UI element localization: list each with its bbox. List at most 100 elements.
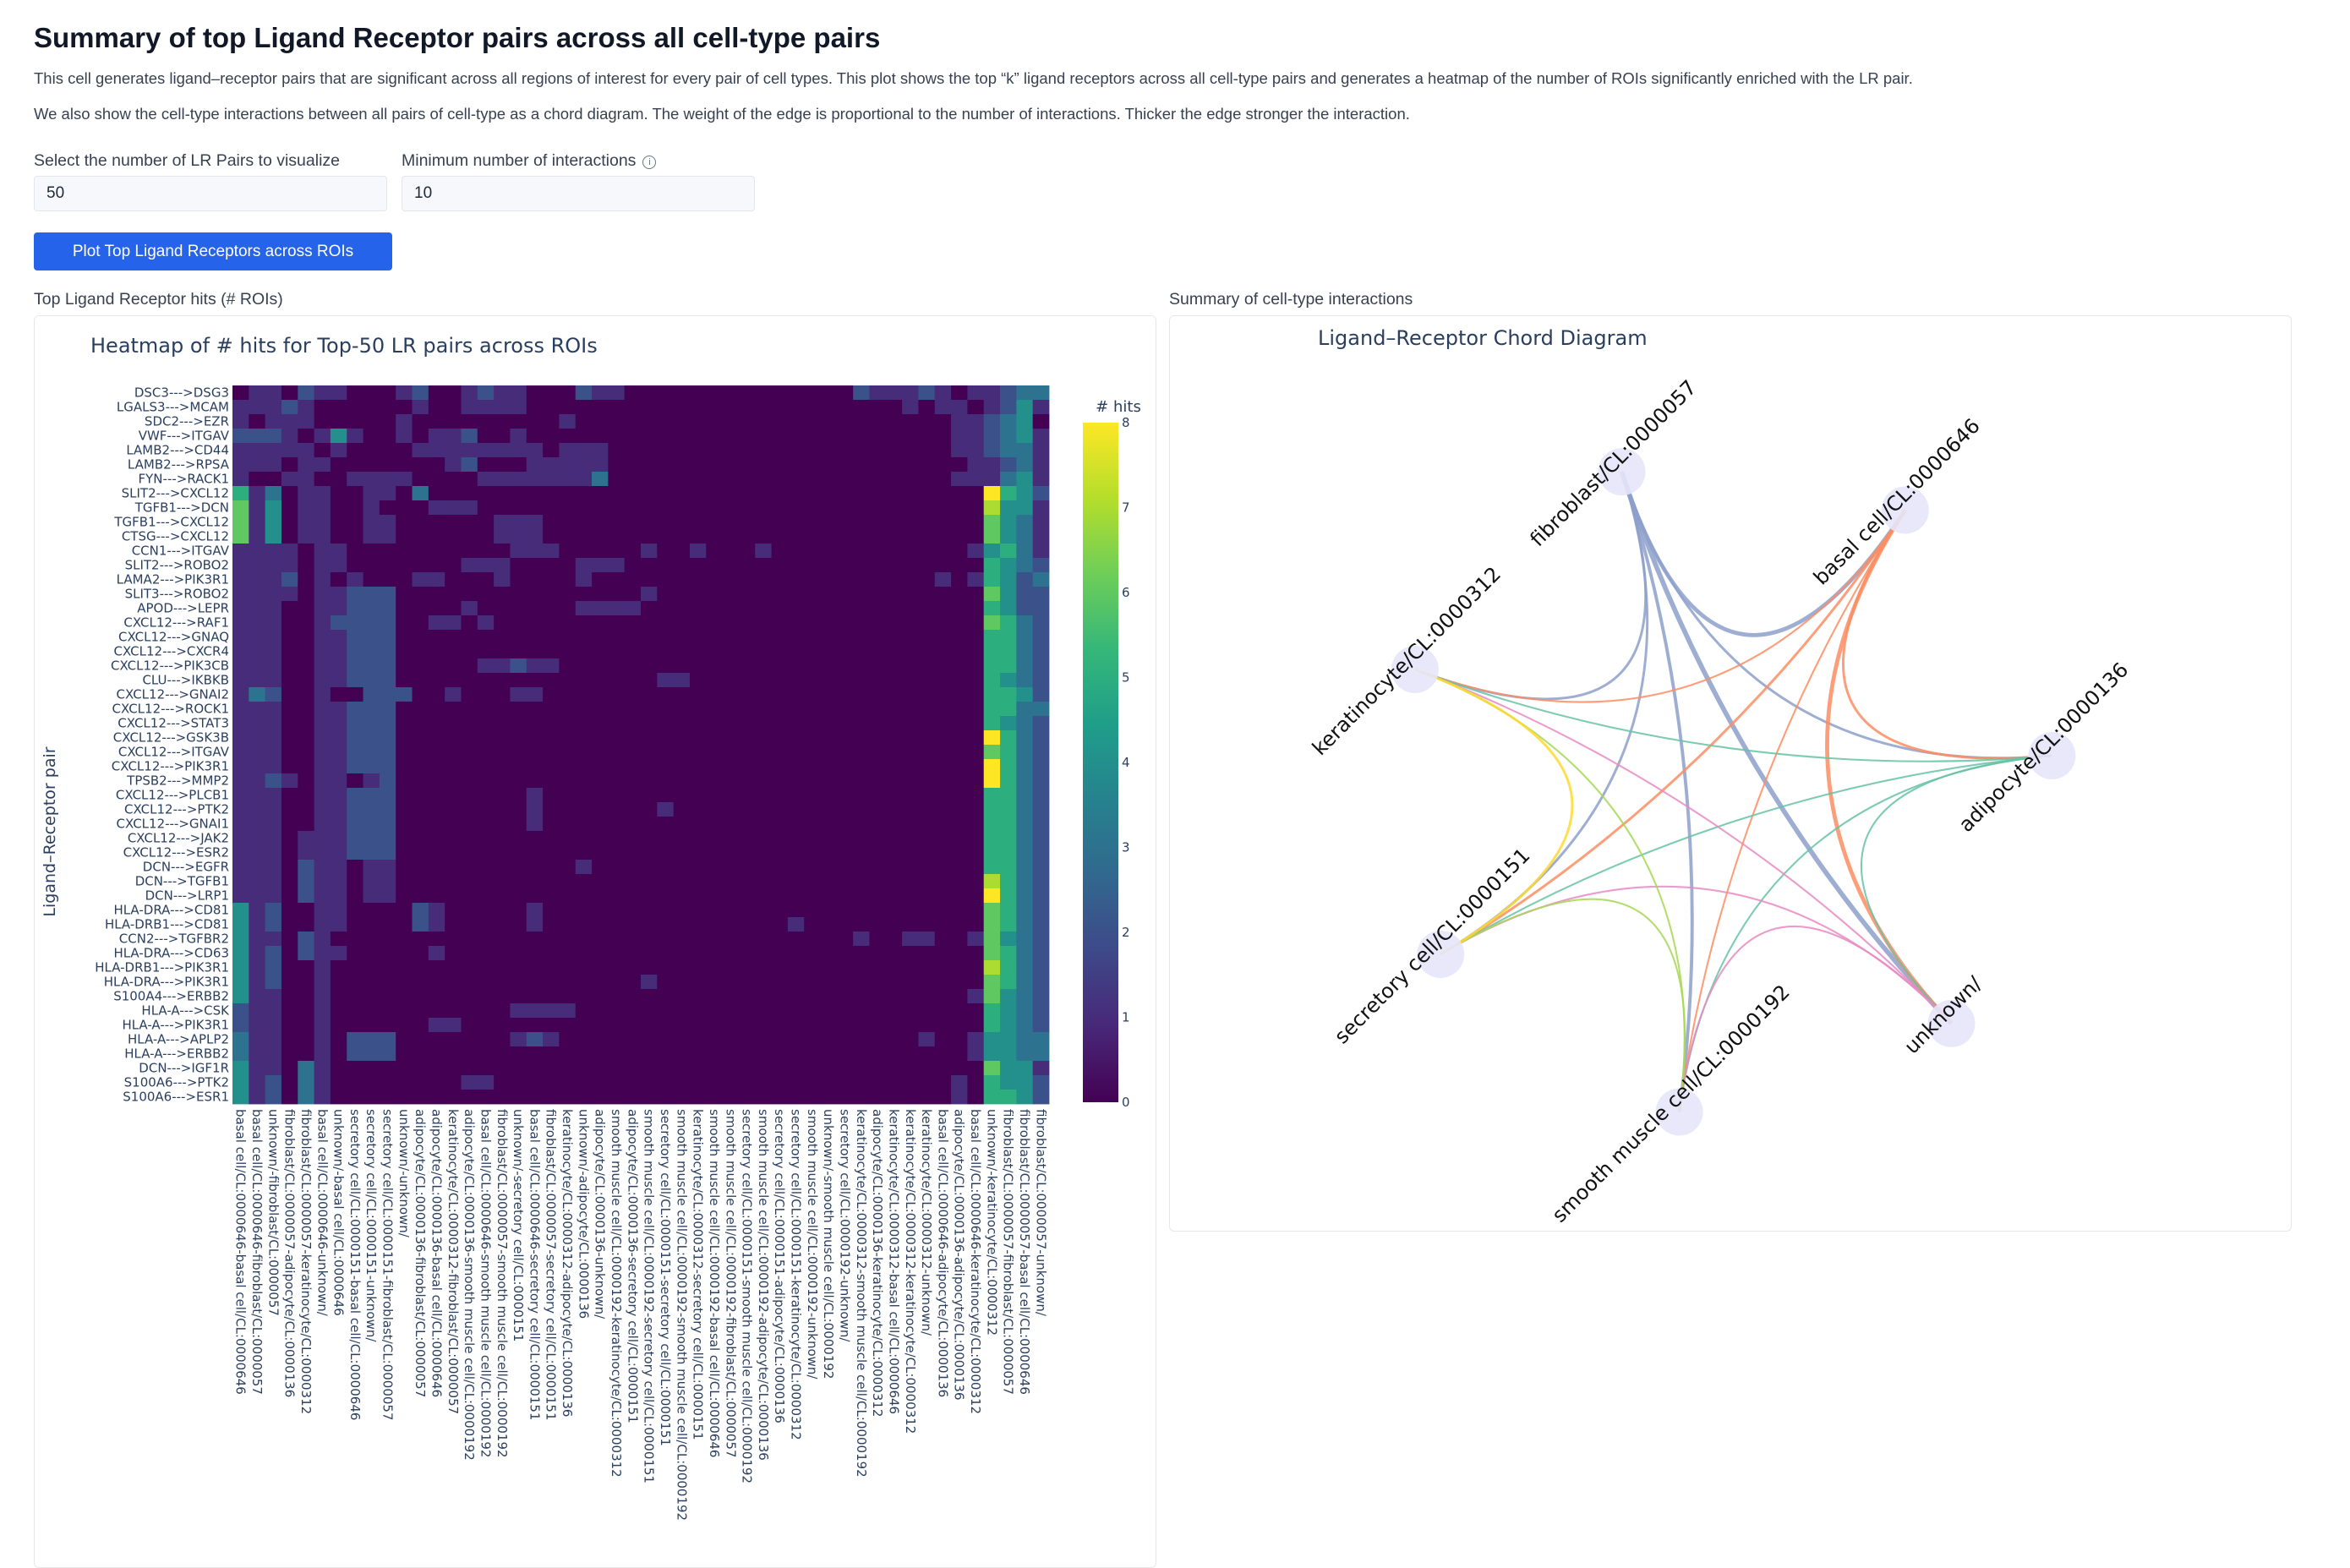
heatmap-cell[interactable] <box>820 1046 838 1062</box>
heatmap-cell[interactable] <box>689 457 707 473</box>
heatmap-cell[interactable] <box>918 414 936 429</box>
heatmap-cell[interactable] <box>575 400 593 415</box>
heatmap-cell[interactable] <box>722 831 740 846</box>
heatmap-cell[interactable] <box>575 385 593 401</box>
heatmap-cell[interactable] <box>951 1032 968 1047</box>
heatmap-cell[interactable] <box>1032 630 1050 645</box>
heatmap-cell[interactable] <box>983 903 1001 918</box>
chord-edge[interactable] <box>1440 885 1953 1024</box>
heatmap-cell[interactable] <box>347 1018 363 1033</box>
heatmap-cell[interactable] <box>412 960 429 975</box>
heatmap-cell[interactable] <box>951 773 968 789</box>
heatmap-cell[interactable] <box>428 1018 445 1033</box>
heatmap-cell[interactable] <box>445 1061 462 1076</box>
heatmap-cell[interactable] <box>412 630 429 645</box>
heatmap-cell[interactable] <box>885 716 903 731</box>
heatmap-cell[interactable] <box>477 989 495 1004</box>
heatmap-cell[interactable] <box>510 759 527 774</box>
heatmap-cell[interactable] <box>330 472 347 487</box>
heatmap-cell[interactable] <box>902 932 919 947</box>
heatmap-cell[interactable] <box>967 802 985 817</box>
heatmap-cell[interactable] <box>967 989 985 1004</box>
heatmap-cell[interactable] <box>330 558 347 573</box>
heatmap-cell[interactable] <box>624 1046 642 1062</box>
heatmap-cell[interactable] <box>461 788 478 803</box>
heatmap-cell[interactable] <box>265 572 282 587</box>
heatmap-cell[interactable] <box>396 730 413 746</box>
heatmap-cell[interactable] <box>265 975 282 990</box>
heatmap-cell[interactable] <box>445 500 462 516</box>
heatmap-cell[interactable] <box>265 1032 282 1047</box>
heatmap-cell[interactable] <box>673 457 691 473</box>
heatmap-cell[interactable] <box>608 1018 626 1033</box>
heatmap-cell[interactable] <box>477 759 495 774</box>
heatmap-cell[interactable] <box>689 1032 707 1047</box>
heatmap-cell[interactable] <box>722 630 740 645</box>
heatmap-cell[interactable] <box>706 831 723 846</box>
heatmap-cell[interactable] <box>641 845 658 860</box>
heatmap-cell[interactable] <box>428 443 445 458</box>
heatmap-cell[interactable] <box>298 472 314 487</box>
heatmap-cell[interactable] <box>1000 429 1017 444</box>
heatmap-cell[interactable] <box>902 716 919 731</box>
chord-edge[interactable] <box>1842 509 2052 760</box>
heatmap-cell[interactable] <box>298 443 314 458</box>
heatmap-cell[interactable] <box>592 544 609 559</box>
heatmap-cell[interactable] <box>396 529 413 544</box>
heatmap-cell[interactable] <box>428 759 445 774</box>
heatmap-cell[interactable] <box>510 845 527 860</box>
heatmap-cell[interactable] <box>461 745 478 760</box>
heatmap-cell[interactable] <box>689 414 707 429</box>
heatmap-cell[interactable] <box>787 773 805 789</box>
heatmap-cell[interactable] <box>559 917 577 932</box>
heatmap-cell[interactable] <box>624 860 642 875</box>
heatmap-cell[interactable] <box>298 989 314 1004</box>
heatmap-cell[interactable] <box>314 745 331 760</box>
heatmap-cell[interactable] <box>575 687 593 702</box>
heatmap-cell[interactable] <box>298 831 314 846</box>
heatmap-cell[interactable] <box>706 385 723 401</box>
heatmap-cell[interactable] <box>673 989 691 1004</box>
heatmap-cell[interactable] <box>722 716 740 731</box>
heatmap-cell[interactable] <box>902 615 919 631</box>
heatmap-cell[interactable] <box>477 730 495 746</box>
heatmap-cell[interactable] <box>445 615 462 631</box>
heatmap-cell[interactable] <box>494 673 511 688</box>
heatmap-cell[interactable] <box>412 644 429 659</box>
heatmap-cell[interactable] <box>641 486 658 501</box>
heatmap-cell[interactable] <box>363 1046 380 1062</box>
heatmap-cell[interactable] <box>559 429 577 444</box>
heatmap-cell[interactable] <box>477 788 495 803</box>
heatmap-cell[interactable] <box>347 486 363 501</box>
heatmap-cell[interactable] <box>575 903 593 918</box>
heatmap-cell[interactable] <box>363 831 380 846</box>
heatmap-cell[interactable] <box>608 874 626 889</box>
heatmap-cell[interactable] <box>608 486 626 501</box>
heatmap-cell[interactable] <box>330 917 347 932</box>
heatmap-cell[interactable] <box>298 1046 314 1062</box>
heatmap-cell[interactable] <box>298 960 314 975</box>
heatmap-cell[interactable] <box>445 486 462 501</box>
heatmap-cell[interactable] <box>543 888 560 904</box>
heatmap-cell[interactable] <box>510 1018 527 1033</box>
heatmap-cell[interactable] <box>396 587 413 602</box>
heatmap-cell[interactable] <box>265 845 282 860</box>
heatmap-cell[interactable] <box>918 486 936 501</box>
heatmap-cell[interactable] <box>249 745 266 760</box>
heatmap-cell[interactable] <box>265 1090 282 1105</box>
heatmap-cell[interactable] <box>673 687 691 702</box>
heatmap-cell[interactable] <box>673 429 691 444</box>
heatmap-cell[interactable] <box>804 702 821 717</box>
heatmap-cell[interactable] <box>428 486 445 501</box>
heatmap-cell[interactable] <box>314 975 331 990</box>
heatmap-cell[interactable] <box>657 515 675 530</box>
heatmap-cell[interactable] <box>673 759 691 774</box>
heatmap-cell[interactable] <box>673 932 691 947</box>
heatmap-cell[interactable] <box>657 558 675 573</box>
heatmap-cell[interactable] <box>934 544 952 559</box>
heatmap-cell[interactable] <box>1000 831 1017 846</box>
heatmap-cell[interactable] <box>983 500 1001 516</box>
heatmap-cell[interactable] <box>461 817 478 832</box>
heatmap-cell[interactable] <box>232 1032 249 1047</box>
heatmap-cell[interactable] <box>249 788 266 803</box>
